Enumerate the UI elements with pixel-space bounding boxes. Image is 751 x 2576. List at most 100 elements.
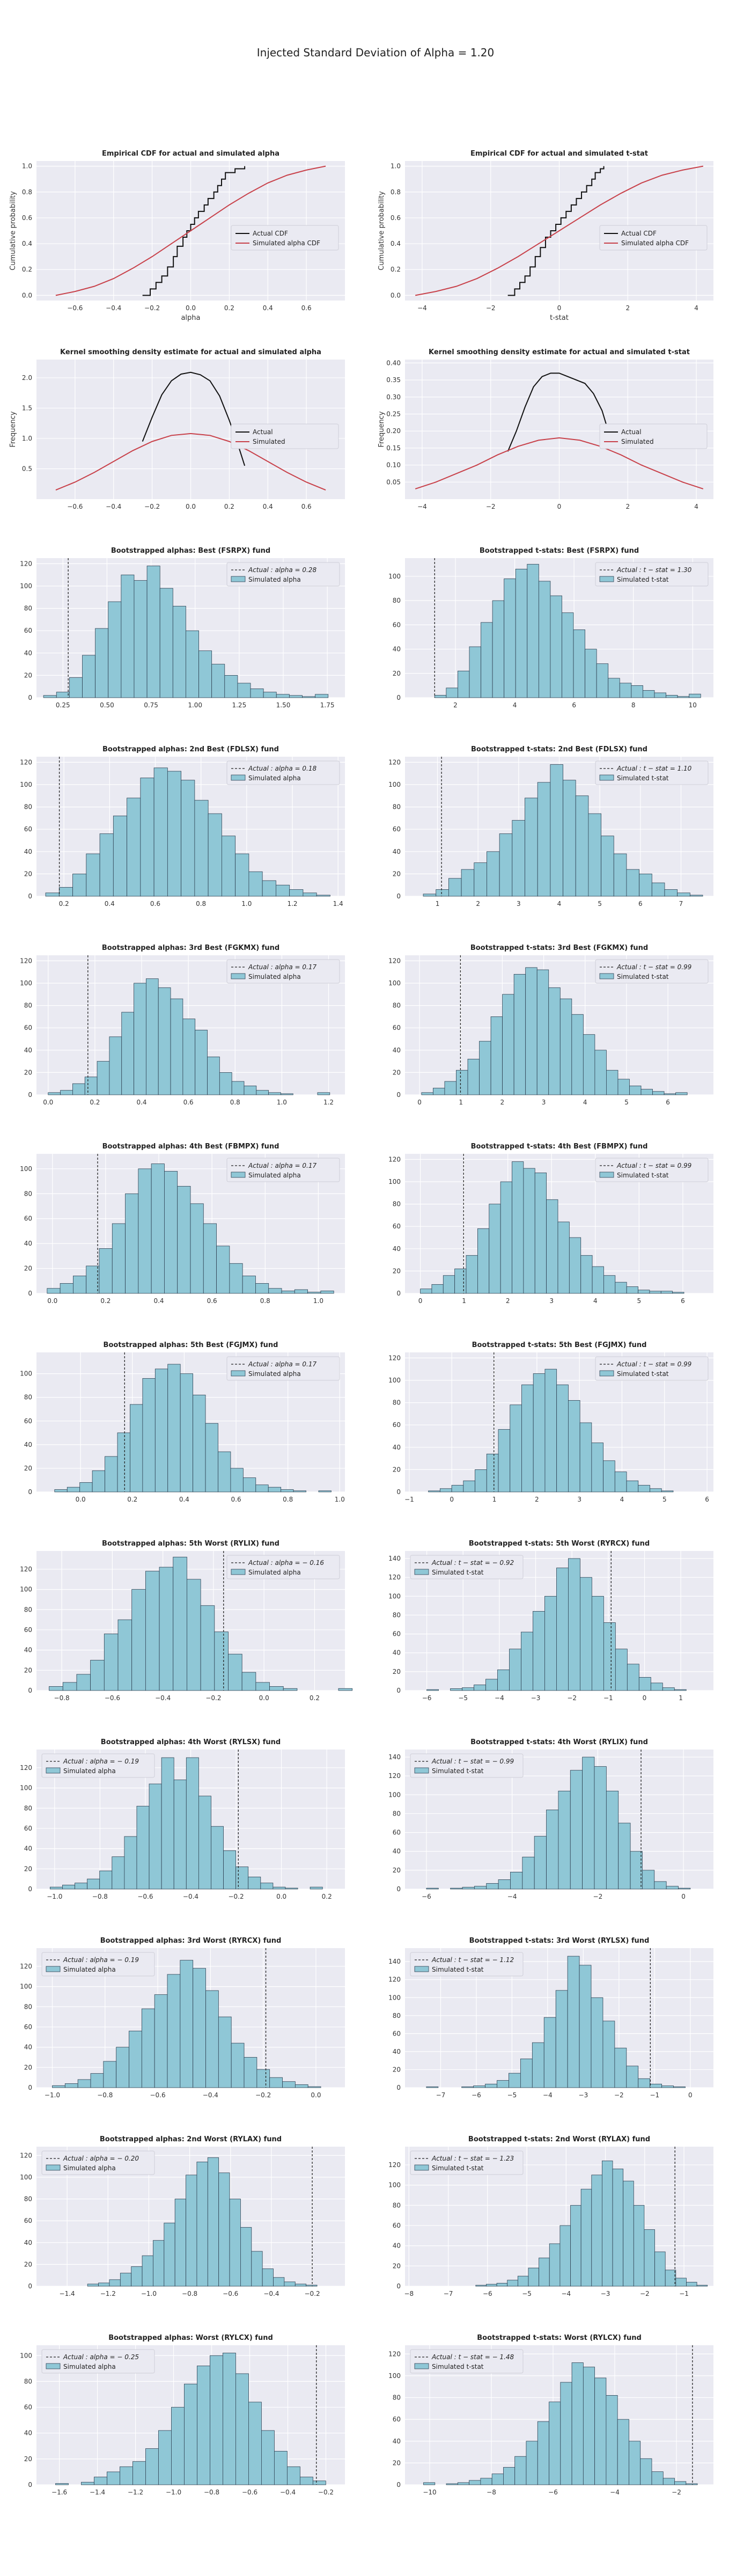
histogram-bar (177, 1185, 191, 1294)
subplot-11: 0.0 0.2 0.4 0.6 0.8 1.0 0 20 40 60 80 100 Bootstrapp… (20, 1143, 345, 1305)
histogram-bar (125, 1193, 139, 1294)
y-tick-label: 0 (28, 2481, 32, 2489)
subplot-13: 0.0 0.2 0.4 0.6 0.8 1.0 0 20 40 60 80 100 Bootstrapp… (20, 1341, 345, 1503)
y-tick-label: 20 (24, 2260, 32, 2268)
histogram-bar (307, 2086, 321, 2088)
x-tick-label: 3 (542, 1099, 546, 1106)
y-tick-label: 0.30 (386, 393, 401, 401)
histogram-bar (638, 1485, 650, 1492)
histogram-bar (198, 1796, 211, 1890)
histogram-bar (654, 1881, 667, 1890)
y-tick-label: 60 (393, 2416, 401, 2423)
histogram-bar (696, 2285, 708, 2287)
histogram-bar (461, 2086, 474, 2088)
y-tick-label: 120 (20, 1963, 32, 1970)
x-tick-label: 0.0 (259, 1694, 269, 1702)
legend-entry-simulated: Simulated t-stat (617, 973, 669, 980)
legend-entry: Simulated alpha CDF (253, 239, 320, 247)
x-tick-label: 1.0 (335, 1496, 345, 1503)
histogram-bar (112, 1856, 125, 1890)
y-tick-label: 140 (388, 1753, 401, 1761)
histogram-bar (256, 2069, 270, 2088)
y-tick-label: 120 (20, 758, 32, 766)
histogram-bar (320, 1290, 334, 1294)
y-tick-label: 100 (388, 781, 401, 788)
y-tick-label: 60 (393, 2222, 401, 2229)
x-tick-label: −0.6 (105, 1694, 120, 1702)
histogram-bar (117, 1432, 130, 1492)
histogram-bar (457, 2482, 470, 2485)
x-tick-label: −8 (404, 2290, 414, 2297)
y-tick-label: 60 (393, 1223, 401, 1230)
histogram-bar (141, 2008, 155, 2088)
histogram-bar (84, 1077, 98, 1095)
legend: Actual CDF Simulated alpha CDF (599, 225, 708, 251)
x-tick-label: −4 (561, 2290, 571, 2297)
x-tick-label: 1.0 (241, 900, 252, 908)
histogram-bar (451, 1485, 464, 1492)
x-tick-label: −10 (423, 2489, 436, 2496)
histogram-bar (284, 2281, 296, 2287)
x-tick-label: −0.2 (255, 2091, 271, 2099)
y-tick-label: 100 (20, 1586, 32, 1593)
histogram-bar (618, 1823, 631, 1890)
x-tick-label: 1 (679, 1694, 683, 1702)
histogram-bar (77, 2079, 91, 2088)
histogram-bar (573, 629, 586, 698)
x-tick-label: −0.4 (155, 1694, 171, 1702)
legend-swatch-simulated (599, 1370, 614, 1377)
subplot-title: Bootstrapped t-stats: 5th Best (FGJMX) f… (472, 1341, 647, 1349)
x-tick-label: 0 (681, 1893, 686, 1900)
x-tick-label: 0.4 (136, 1099, 146, 1106)
series-line-simulated (55, 433, 326, 491)
histogram-bar (617, 1079, 630, 1095)
y-tick-label: 0.0 (391, 291, 401, 299)
histogram-bar (462, 1687, 474, 1691)
histogram-bar (436, 889, 449, 897)
histogram-bar (613, 853, 627, 897)
legend-swatch-simulated (46, 2363, 61, 2369)
x-tick-label: 6 (572, 701, 576, 709)
x-tick-label: 0.4 (263, 503, 273, 510)
histogram-bar (306, 2285, 318, 2287)
histogram-bar (481, 622, 493, 698)
histogram-bar (294, 2084, 308, 2088)
subplot-18: −6 −4 −2 0 0 20 40 60 80 100 120 140 Bootstrapped t-… (388, 1738, 713, 1900)
histogram-bar (626, 869, 640, 897)
x-tick-label: −0.2 (228, 1893, 244, 1900)
legend-entry-actual: Actual : t − stat = − 0.99 (431, 1758, 514, 1765)
histogram-bar (689, 895, 703, 897)
histogram-bar (194, 800, 209, 897)
legend-box (226, 562, 340, 587)
y-tick-label: 20 (393, 2066, 401, 2073)
y-tick-label: 1.0 (22, 435, 32, 442)
x-tick-label: 0.2 (127, 1496, 137, 1503)
histogram-bar (248, 871, 263, 897)
y-tick-label: 0.35 (386, 376, 401, 384)
histogram-bar (242, 1477, 256, 1492)
x-tick-label: −4 (495, 1694, 504, 1702)
histogram-bar (677, 696, 690, 698)
histogram-bar (262, 880, 276, 897)
x-tick-label: −1.0 (45, 2091, 60, 2099)
x-tick-label: 3 (549, 1297, 554, 1305)
subplot-1: −0.6 −0.4 −0.2 0.0 0.2 0.4 0.6 0.0 0.2 0.4 0.6 0.8 1… (9, 150, 345, 322)
legend: Actual : t − stat = 0.99 Simulated t-stat (595, 1158, 709, 1182)
y-tick-label: 0 (28, 2282, 32, 2290)
histogram-bar (546, 1199, 558, 1294)
x-tick-label: 3 (517, 900, 521, 908)
histogram-bar (134, 580, 148, 698)
x-tick-label: 1 (462, 1297, 466, 1305)
histogram-bar (469, 646, 481, 698)
x-tick-label: 0 (688, 2091, 693, 2099)
y-tick-label: 0 (28, 1687, 32, 1694)
histogram-bar (145, 1571, 160, 1691)
subplot-title: Bootstrapped t-stats: 4th Best (FBMPX) f… (471, 1143, 648, 1151)
x-tick-label: −6 (472, 2091, 481, 2099)
legend-entry-actual: Actual : t − stat = − 1.12 (431, 1956, 514, 1964)
histogram-bar (617, 2419, 629, 2485)
y-tick-label: 0.4 (22, 240, 32, 247)
subplot-title: Bootstrapped t-stats: 4th Worst (RYLIX) … (470, 1738, 648, 1746)
histogram-bar (626, 1286, 638, 1294)
histogram-bar (446, 2483, 458, 2485)
